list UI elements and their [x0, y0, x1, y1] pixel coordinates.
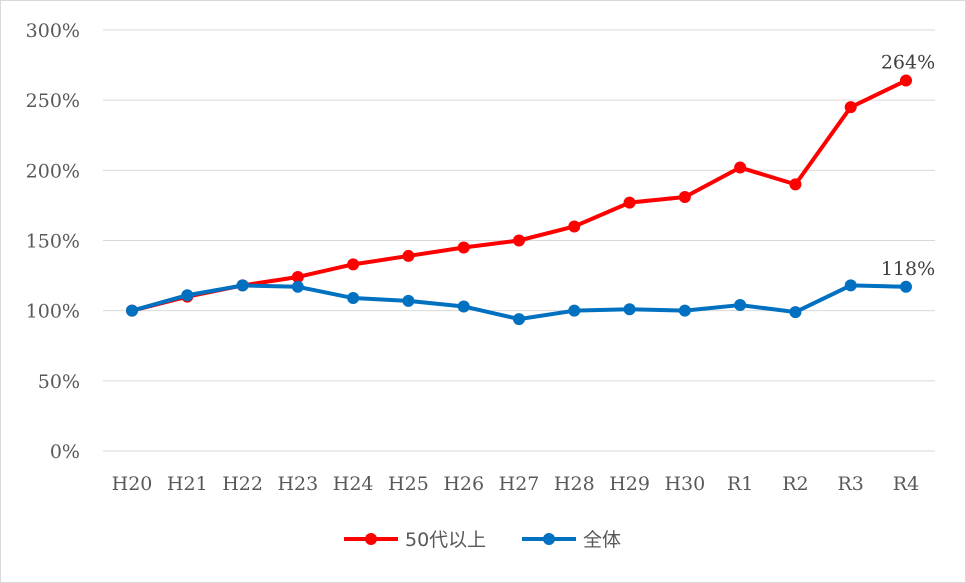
data-point — [457, 300, 470, 313]
y-axis-tick-labels: 0% 50% 100% 150% 200% 250% 300% — [26, 20, 80, 463]
legend-item: 全体 — [522, 529, 621, 551]
y-tick-label: 250% — [26, 90, 80, 112]
legend-label: 全体 — [583, 529, 621, 551]
y-tick-label: 100% — [26, 301, 80, 323]
x-tick-label: H26 — [443, 473, 484, 495]
x-tick-label: H24 — [333, 473, 374, 495]
x-tick-label: H20 — [112, 473, 153, 495]
x-tick-label: H28 — [554, 473, 595, 495]
data-point — [678, 304, 691, 317]
y-tick-label: 200% — [26, 160, 80, 182]
data-point — [513, 234, 525, 247]
legend-item: 50代以上 — [344, 529, 486, 551]
legend-label: 50代以上 — [405, 529, 486, 551]
y-tick-label: 300% — [26, 20, 80, 42]
x-axis-tick-labels: H20 H21 H22 H23 H24 H25 H26 H27 H28 H29 H30 R1 R2 R3 R… — [112, 473, 920, 495]
data-point — [789, 178, 802, 191]
data-point — [126, 304, 138, 317]
data-point — [734, 299, 747, 312]
y-tick-label: 0% — [50, 441, 80, 463]
data-point — [900, 74, 912, 87]
x-tick-label: H22 — [222, 473, 263, 495]
x-tick-label: H23 — [277, 473, 318, 495]
data-point — [513, 313, 525, 326]
data-point — [678, 190, 691, 203]
gridlines — [103, 29, 935, 452]
x-tick-label: H30 — [664, 473, 705, 495]
series-2 — [126, 279, 912, 326]
y-tick-label: 50% — [38, 371, 80, 393]
x-tick-label: R3 — [838, 473, 864, 495]
data-point — [347, 292, 360, 305]
data-point — [623, 303, 636, 316]
legend-swatch-marker — [543, 533, 555, 545]
y-tick-label: 150% — [26, 231, 80, 253]
series-line — [130, 78, 908, 313]
data-point — [402, 249, 415, 262]
x-tick-label: H27 — [499, 473, 540, 495]
x-tick-label: H21 — [167, 473, 208, 495]
data-labels: 264% 118% — [881, 52, 935, 280]
data-point — [402, 294, 415, 307]
legend-swatch-marker — [365, 533, 377, 545]
data-point — [347, 258, 360, 271]
series-group — [126, 74, 912, 326]
data-point — [623, 196, 636, 209]
data-point — [457, 241, 470, 254]
data-point — [568, 220, 581, 233]
data-point — [844, 279, 857, 292]
data-point — [236, 279, 249, 292]
data-point — [291, 280, 304, 293]
legend: 50代以上 全体 — [344, 529, 621, 551]
data-point — [291, 270, 304, 283]
x-tick-label: R1 — [727, 473, 753, 495]
x-tick-label: H25 — [388, 473, 429, 495]
data-point — [734, 161, 747, 174]
end-data-label: 264% — [881, 52, 935, 74]
x-tick-label: R2 — [782, 473, 808, 495]
data-point — [789, 306, 802, 319]
x-tick-label: H29 — [609, 473, 650, 495]
x-tick-label: R4 — [893, 473, 919, 495]
data-point — [181, 289, 194, 302]
data-point — [900, 280, 912, 293]
data-point — [568, 304, 581, 317]
end-data-label: 118% — [881, 258, 935, 280]
data-point — [844, 101, 857, 114]
